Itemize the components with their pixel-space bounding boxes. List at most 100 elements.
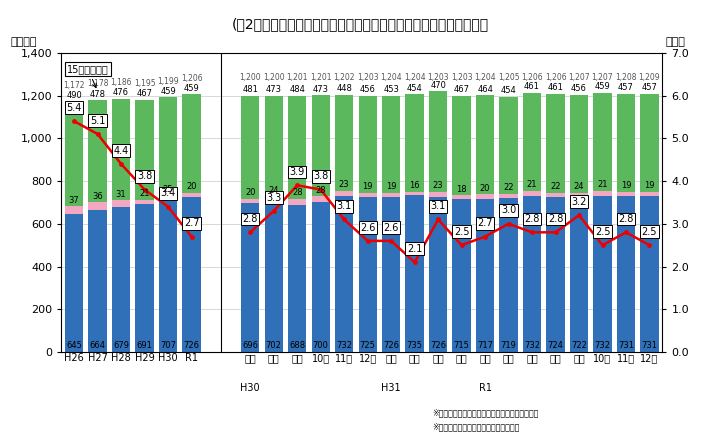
Text: 1,203: 1,203 [357, 73, 379, 82]
Text: 726: 726 [383, 341, 399, 350]
Text: 1,199: 1,199 [157, 77, 179, 86]
Text: 464: 464 [477, 84, 493, 94]
Text: 457: 457 [642, 83, 657, 92]
Bar [359, 193, 377, 197]
Bar [570, 198, 588, 352]
Bar [288, 205, 307, 352]
Text: 23: 23 [433, 181, 444, 190]
Bar [182, 193, 201, 197]
Text: 24: 24 [269, 186, 279, 195]
Bar [382, 96, 400, 193]
Text: 3.4: 3.4 [161, 188, 176, 198]
Text: (図2）　労働力人口・非労働力人口・完全失業率の推移《沖縄県》: (図2） 労働力人口・非労働力人口・完全失業率の推移《沖縄県》 [231, 18, 489, 32]
Text: 735: 735 [407, 341, 423, 350]
Text: 3.9: 3.9 [289, 167, 305, 177]
Bar [476, 95, 494, 194]
Text: 3.8: 3.8 [313, 171, 328, 181]
Text: 1,200: 1,200 [240, 73, 261, 82]
Text: 1,203: 1,203 [427, 73, 449, 82]
Text: 1,201: 1,201 [287, 73, 308, 82]
Text: 2.8: 2.8 [243, 214, 258, 224]
Text: R1: R1 [479, 382, 492, 392]
Text: 2.5: 2.5 [454, 227, 469, 237]
Bar [159, 201, 177, 352]
Bar [500, 97, 518, 194]
Text: 1,200: 1,200 [263, 73, 284, 82]
Bar [65, 102, 84, 206]
Text: 18: 18 [456, 185, 467, 194]
Text: 2.6: 2.6 [360, 223, 375, 232]
Bar [359, 95, 377, 193]
Bar [640, 196, 659, 352]
Text: 448: 448 [336, 84, 352, 93]
Text: 459: 459 [184, 84, 199, 93]
Text: 19: 19 [621, 181, 631, 190]
Text: 37: 37 [68, 195, 79, 205]
Text: 664: 664 [89, 341, 106, 350]
Text: 1,202: 1,202 [333, 73, 355, 82]
Text: 36: 36 [92, 192, 103, 201]
Bar [182, 95, 201, 193]
Text: 2.6: 2.6 [384, 223, 399, 232]
Text: 1,204: 1,204 [474, 73, 496, 82]
Text: 3.3: 3.3 [266, 193, 282, 202]
Text: 2.7: 2.7 [477, 218, 493, 228]
Bar [335, 191, 354, 195]
Text: 732: 732 [524, 341, 540, 350]
Bar [288, 199, 307, 205]
Text: 4.4: 4.4 [114, 146, 129, 156]
Bar [182, 197, 201, 352]
Bar [452, 199, 471, 352]
Text: 1,203: 1,203 [451, 73, 472, 82]
Text: 28: 28 [292, 188, 302, 197]
Bar [452, 195, 471, 199]
Bar [159, 195, 177, 201]
Text: 5.1: 5.1 [90, 116, 105, 126]
Text: 700: 700 [312, 341, 328, 350]
Text: 1,201: 1,201 [310, 73, 331, 82]
Bar [640, 94, 659, 192]
Bar [476, 194, 494, 199]
Text: 481: 481 [243, 85, 258, 95]
Text: 1,195: 1,195 [134, 79, 156, 88]
Text: 1,209: 1,209 [639, 73, 660, 82]
Text: 726: 726 [184, 341, 199, 350]
Bar [159, 98, 177, 195]
Bar [241, 199, 259, 203]
Bar [288, 95, 307, 199]
Text: 19: 19 [644, 181, 654, 190]
Text: 16: 16 [410, 181, 420, 190]
Bar [241, 96, 259, 199]
Bar [112, 200, 130, 207]
Text: 1,206: 1,206 [181, 74, 202, 83]
Bar [89, 202, 107, 210]
Text: 3.8: 3.8 [137, 171, 152, 181]
Text: （千人）: （千人） [10, 37, 37, 47]
Text: 1,208: 1,208 [616, 73, 636, 82]
Text: 1,172: 1,172 [63, 81, 85, 90]
Text: 456: 456 [360, 85, 376, 94]
Text: 1,206: 1,206 [545, 73, 567, 82]
Text: 22: 22 [503, 183, 514, 192]
Text: 1,207: 1,207 [592, 73, 613, 82]
Text: 20: 20 [245, 188, 256, 197]
Bar [546, 193, 564, 197]
Text: 717: 717 [477, 341, 493, 350]
Text: 707: 707 [160, 341, 176, 350]
Text: 2.8: 2.8 [524, 214, 540, 224]
Text: 454: 454 [500, 86, 516, 95]
Text: 478: 478 [89, 89, 106, 99]
Text: 725: 725 [360, 341, 376, 350]
Text: ※労働力人口＝就業者数＋完全失業者数: ※労働力人口＝就業者数＋完全失業者数 [432, 422, 519, 431]
Text: 726: 726 [430, 341, 446, 350]
Text: 473: 473 [312, 84, 329, 94]
Text: 3.0: 3.0 [501, 205, 516, 216]
Bar [264, 96, 283, 197]
Text: 1,207: 1,207 [568, 73, 590, 82]
Text: 456: 456 [571, 84, 587, 93]
Text: 21: 21 [527, 180, 537, 189]
Text: 1,205: 1,205 [498, 73, 519, 82]
Text: 24: 24 [574, 182, 585, 191]
Text: 28: 28 [315, 186, 326, 195]
Bar [546, 197, 564, 352]
